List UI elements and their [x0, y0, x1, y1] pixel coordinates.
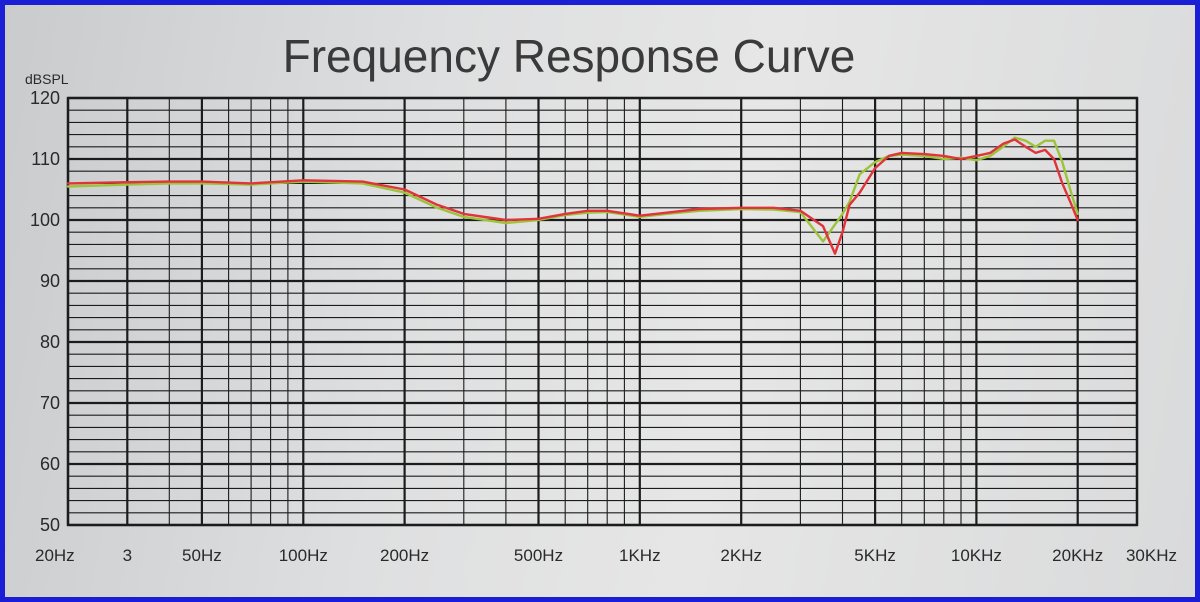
- x-tick-label: 2KHz: [720, 546, 762, 565]
- x-tick-label: 1KHz: [619, 546, 661, 565]
- x-tick-label: 3: [123, 546, 132, 565]
- y-tick-label: 120: [30, 88, 60, 108]
- y-tick-label: 60: [40, 454, 60, 474]
- y-tick-label: 110: [31, 149, 60, 169]
- x-tick-label: 5KHz: [854, 546, 896, 565]
- x-tick-label: 30KHz: [1126, 546, 1177, 565]
- y-tick-label: 80: [40, 332, 60, 352]
- plot-border: [66, 96, 1139, 527]
- chart-frame: Frequency Response Curve dBSPL 120 110 100…: [5, 5, 1195, 597]
- y-tick-label: 70: [40, 393, 60, 413]
- series-line-1: [66, 136, 1079, 243]
- series-layer: [66, 136, 1079, 255]
- x-tick-label: 500Hz: [514, 546, 563, 565]
- y-tick-label: 50: [40, 515, 60, 535]
- y-tick-label: 100: [30, 210, 60, 230]
- y-tick-labels: 120 110 100 90 80 70 60 50: [30, 88, 60, 535]
- y-axis-unit: dBSPL: [25, 71, 69, 87]
- x-tick-label: 200Hz: [380, 546, 429, 565]
- y-tick-label: 90: [40, 271, 60, 291]
- major-grid: [66, 96, 1139, 527]
- x-tick-label: 50Hz: [182, 546, 222, 565]
- x-tick-label: 100Hz: [279, 546, 328, 565]
- x-tick-label: 20Hz: [35, 546, 75, 565]
- x-tick-label: 20KHz: [1052, 546, 1103, 565]
- chart-title: Frequency Response Curve: [283, 30, 856, 82]
- x-tick-label: 10KHz: [951, 546, 1002, 565]
- x-tick-labels: 20Hz 3 50Hz 100Hz 200Hz 500Hz 1KHz 2KHz 5KHz 10KH…: [35, 546, 1177, 565]
- frequency-response-chart: Frequency Response Curve dBSPL 120 110 100…: [25, 30, 1177, 565]
- series-line-2: [66, 138, 1079, 255]
- minor-grid: [68, 98, 1137, 525]
